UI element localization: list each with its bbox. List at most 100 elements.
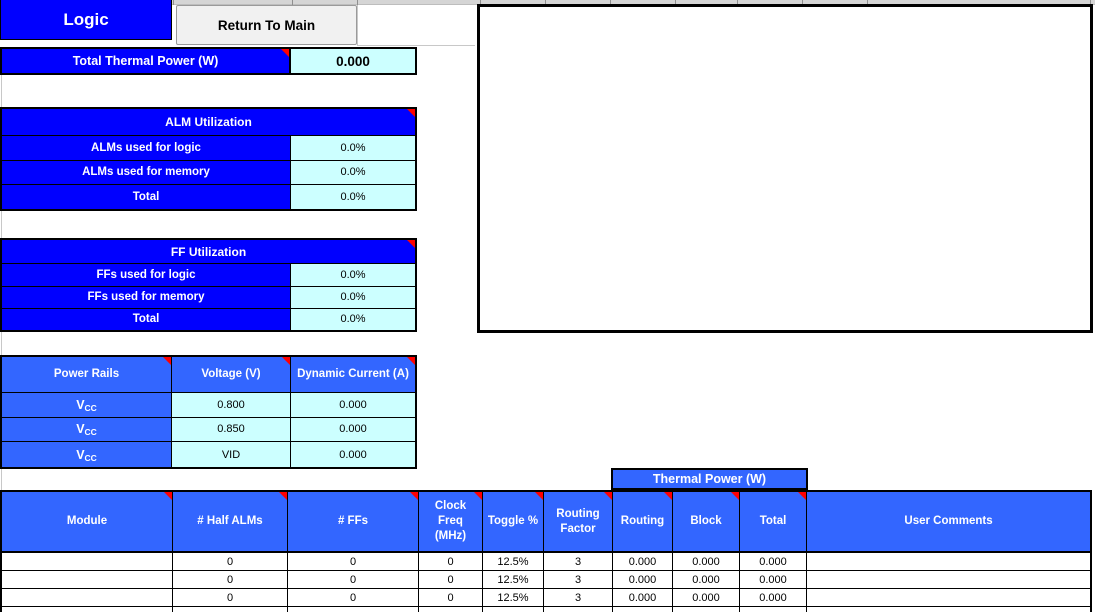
gridline	[357, 0, 358, 5]
routing-power-cell: 0.000	[613, 571, 673, 589]
return-to-main-button[interactable]: Return To Main	[176, 5, 357, 45]
ffs-cell[interactable]	[288, 607, 419, 612]
page-title-label: Logic	[63, 9, 109, 29]
clock-freq-cell[interactable]: 0	[419, 571, 483, 589]
ff-memory-value: 0.0%	[291, 286, 415, 309]
module-name-cell[interactable]	[2, 571, 173, 589]
routing-factor-cell[interactable]	[544, 607, 613, 612]
total-power-cell	[740, 607, 807, 612]
ffs-cell[interactable]: 0	[288, 571, 419, 589]
user-comments-header-label: User Comments	[904, 515, 993, 528]
routing-power-cell: 0.000	[613, 553, 673, 571]
user-comments-column-header: User Comments	[807, 492, 1090, 553]
comment-marker-icon	[163, 357, 171, 365]
thermal-power-group-label: Thermal Power (W)	[652, 472, 767, 486]
alm-memory-value: 0.0%	[291, 160, 415, 186]
gridline	[292, 0, 293, 5]
gridline	[1090, 0, 1091, 5]
module-header-label: Module	[66, 515, 108, 528]
modules-table: Module # Half ALMs # FFs Clock Freq (MHz…	[0, 490, 1092, 612]
rail-current-value: 0.000	[291, 393, 415, 418]
toggle-header-label: Toggle %	[487, 515, 539, 528]
gridline	[675, 0, 676, 5]
clock-freq-cell[interactable]: 0	[419, 553, 483, 571]
alm-logic-value: 0.0%	[291, 135, 415, 161]
comment-marker-icon	[798, 492, 806, 500]
gridline	[802, 0, 803, 5]
gridline	[357, 45, 475, 46]
toggle-cell[interactable]: 12.5%	[483, 571, 544, 589]
total-thermal-power-row-label: Total Thermal Power (W)	[2, 49, 291, 73]
block-column-header: Block	[673, 492, 740, 553]
half-alms-cell[interactable]: 0	[173, 589, 288, 607]
ffs-header-label: # FFs	[337, 515, 369, 528]
module-name-cell[interactable]	[2, 553, 173, 571]
gridline	[357, 5, 358, 45]
clock-freq-cell[interactable]	[419, 607, 483, 612]
gridline	[610, 0, 611, 5]
gridline	[173, 0, 174, 5]
total-power-cell: 0.000	[740, 589, 807, 607]
half-alms-cell[interactable]: 0	[173, 571, 288, 589]
rail-current-value: 0.000	[291, 417, 415, 443]
clock-freq-column-header: Clock Freq (MHz)	[419, 492, 483, 553]
rail-symbol: V	[76, 447, 85, 462]
rail-subscript: CC	[84, 427, 97, 438]
alm-utilization-header: ALM Utilization	[2, 109, 415, 136]
user-comments-cell[interactable]	[807, 589, 1090, 607]
block-power-cell: 0.000	[673, 589, 740, 607]
toggle-cell[interactable]	[483, 607, 544, 612]
rail-label: V CC	[2, 393, 172, 418]
ff-total-label: Total	[2, 308, 291, 330]
half-alms-cell[interactable]: 0	[173, 553, 288, 571]
half-alms-cell[interactable]	[173, 607, 288, 612]
comment-marker-icon	[410, 492, 418, 500]
routing-header-label: Routing	[620, 515, 665, 528]
alm-utilization-table: ALM Utilization ALMs used for logic 0.0%…	[0, 107, 417, 211]
toggle-column-header: Toggle %	[483, 492, 544, 553]
ff-utilization-table: FF Utilization FFs used for logic 0.0% F…	[0, 238, 417, 332]
toggle-cell[interactable]: 12.5%	[483, 589, 544, 607]
clock-freq-cell[interactable]: 0	[419, 589, 483, 607]
gridline	[545, 0, 546, 5]
comment-marker-icon	[407, 357, 415, 365]
return-to-main-label: Return To Main	[217, 17, 316, 33]
block-header-label: Block	[690, 515, 722, 528]
total-thermal-power-value: 0.000	[291, 49, 415, 73]
page-title: Logic	[0, 0, 172, 40]
rail-symbol: V	[76, 422, 85, 437]
block-power-cell	[673, 607, 740, 612]
total-power-cell: 0.000	[740, 571, 807, 589]
comment-marker-icon	[407, 109, 415, 117]
rail-symbol: V	[76, 397, 85, 412]
rail-label: V CC	[2, 442, 172, 467]
comment-marker-icon	[664, 492, 672, 500]
module-name-cell[interactable]	[2, 607, 173, 612]
alm-total-label: Total	[2, 185, 291, 209]
power-rails-title: Power Rails	[53, 368, 120, 381]
routing-factor-cell[interactable]: 3	[544, 553, 613, 571]
routing-factor-header-label: Routing Factor	[556, 507, 600, 535]
module-name-cell[interactable]	[2, 589, 173, 607]
comment-marker-icon	[474, 492, 482, 500]
block-power-cell: 0.000	[673, 571, 740, 589]
alm-utilization-title: ALM Utilization	[165, 114, 252, 129]
routing-factor-cell[interactable]: 3	[544, 589, 613, 607]
user-comments-cell[interactable]	[807, 553, 1090, 571]
user-comments-cell[interactable]	[807, 571, 1090, 589]
total-header-label: Total	[759, 515, 787, 528]
rail-voltage-value: VID	[172, 442, 291, 467]
user-comments-cell[interactable]	[807, 607, 1090, 612]
routing-factor-cell[interactable]: 3	[544, 571, 613, 589]
gridline	[737, 0, 738, 5]
ff-utilization-header: FF Utilization	[2, 240, 415, 265]
alm-memory-label: ALMs used for memory	[2, 160, 291, 186]
power-rails-table: Power Rails Voltage (V) Dynamic Current …	[0, 355, 417, 469]
toggle-cell[interactable]: 12.5%	[483, 553, 544, 571]
ffs-cell[interactable]: 0	[288, 553, 419, 571]
ff-logic-value: 0.0%	[291, 264, 415, 287]
comment-marker-icon	[604, 492, 612, 500]
ffs-cell[interactable]: 0	[288, 589, 419, 607]
rail-voltage-value: 0.800	[172, 393, 291, 418]
